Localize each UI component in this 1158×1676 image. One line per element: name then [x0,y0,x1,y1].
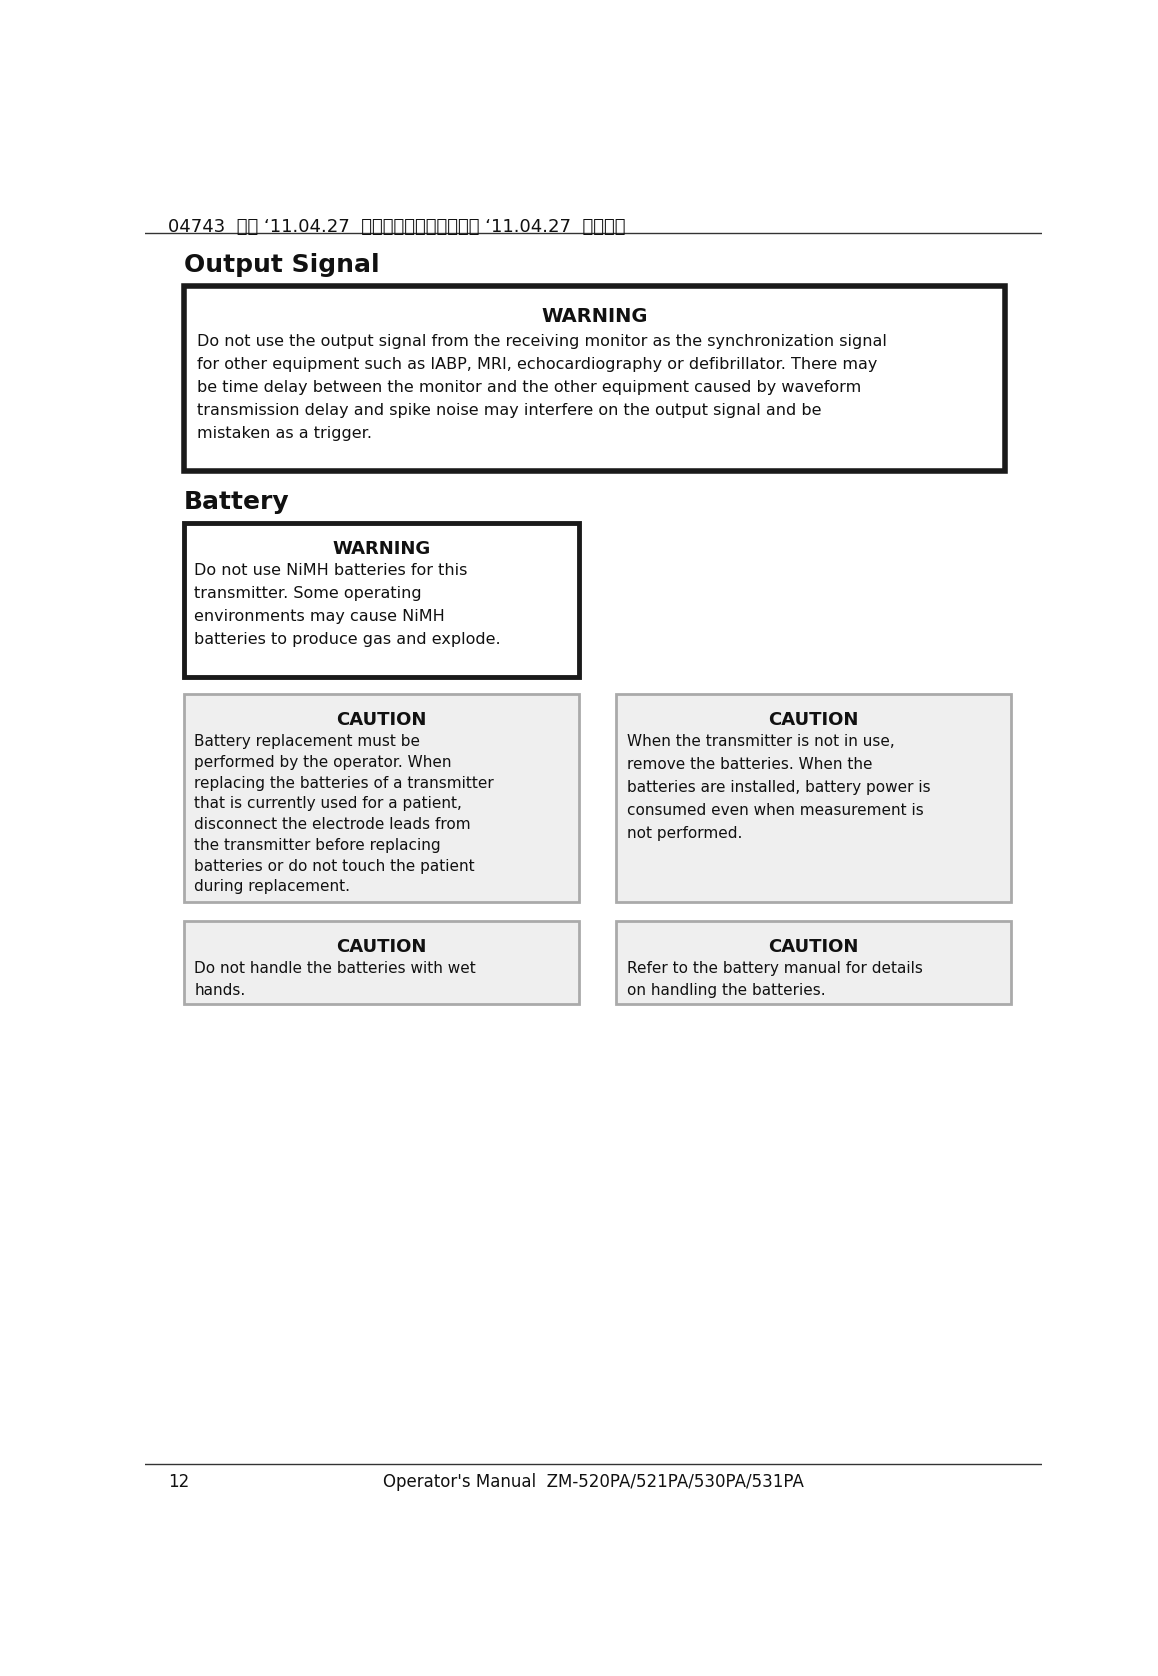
Text: the transmitter before replacing: the transmitter before replacing [195,838,441,853]
Text: consumed even when measurement is: consumed even when measurement is [626,803,924,818]
Text: remove the batteries. When the: remove the batteries. When the [626,758,872,773]
Text: be time delay between the monitor and the other equipment caused by waveform: be time delay between the monitor and th… [198,380,862,396]
Text: Battery replacement must be: Battery replacement must be [195,734,420,749]
Text: Battery: Battery [183,489,290,515]
Text: not performed.: not performed. [626,826,742,841]
Text: 12: 12 [168,1473,189,1492]
Text: hands.: hands. [195,982,245,997]
Text: batteries or do not touch the patient: batteries or do not touch the patient [195,858,475,873]
Text: WARNING: WARNING [332,540,431,558]
FancyBboxPatch shape [616,694,1011,902]
Text: disconnect the electrode leads from: disconnect the electrode leads from [195,818,471,831]
Text: replacing the batteries of a transmitter: replacing the batteries of a transmitter [195,776,494,791]
Text: mistaken as a trigger.: mistaken as a trigger. [198,426,373,441]
Text: Do not handle the batteries with wet: Do not handle the batteries with wet [195,960,476,975]
FancyBboxPatch shape [616,922,1011,1004]
Text: Refer to the battery manual for details: Refer to the battery manual for details [626,960,923,975]
Text: that is currently used for a patient,: that is currently used for a patient, [195,796,462,811]
Text: CAUTION: CAUTION [336,711,426,729]
Text: performed by the operator. When: performed by the operator. When [195,754,452,769]
Text: transmitter. Some operating: transmitter. Some operating [195,587,422,602]
FancyBboxPatch shape [183,523,579,677]
Text: WARNING: WARNING [541,307,647,327]
Text: Operator's Manual  ZM-520PA/521PA/530PA/531PA: Operator's Manual ZM-520PA/521PA/530PA/5… [383,1473,804,1492]
FancyBboxPatch shape [183,287,1005,471]
Text: on handling the batteries.: on handling the batteries. [626,982,826,997]
Text: batteries are installed, battery power is: batteries are installed, battery power i… [626,779,930,794]
Text: Output Signal: Output Signal [183,253,379,278]
FancyBboxPatch shape [183,694,579,902]
Text: transmission delay and spike noise may interfere on the output signal and be: transmission delay and spike noise may i… [198,402,822,417]
Text: batteries to produce gas and explode.: batteries to produce gas and explode. [195,632,501,647]
Text: Do not use the output signal from the receiving monitor as the synchronization s: Do not use the output signal from the re… [198,334,887,349]
Text: CAUTION: CAUTION [769,939,859,955]
FancyBboxPatch shape [183,922,579,1004]
Text: CAUTION: CAUTION [769,711,859,729]
Text: during replacement.: during replacement. [195,880,351,895]
Text: Do not use NiMH batteries for this: Do not use NiMH batteries for this [195,563,468,578]
Text: 04743  作成 ‘11.04.27  阿山　悠己　　　　承認 ‘11.04.27  真柄　睜: 04743 作成 ‘11.04.27 阿山 悠己 承認 ‘11.04.27 真柄… [168,218,625,236]
Text: When the transmitter is not in use,: When the transmitter is not in use, [626,734,894,749]
Text: CAUTION: CAUTION [336,939,426,955]
Text: environments may cause NiMH: environments may cause NiMH [195,608,445,623]
Text: for other equipment such as IABP, MRI, echocardiography or defibrillator. There : for other equipment such as IABP, MRI, e… [198,357,878,372]
